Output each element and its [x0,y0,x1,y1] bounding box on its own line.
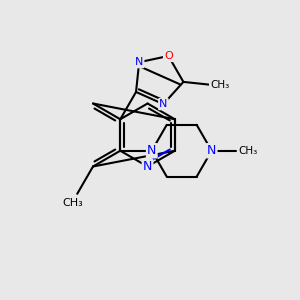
Text: N: N [207,144,216,157]
Text: O: O [164,51,173,61]
Text: N: N [147,144,157,157]
Text: N: N [159,99,168,109]
Text: CH₃: CH₃ [210,80,229,90]
Text: N: N [135,57,143,67]
Text: CH₃: CH₃ [62,198,83,208]
Text: N: N [143,160,152,173]
Text: CH₃: CH₃ [238,146,258,156]
